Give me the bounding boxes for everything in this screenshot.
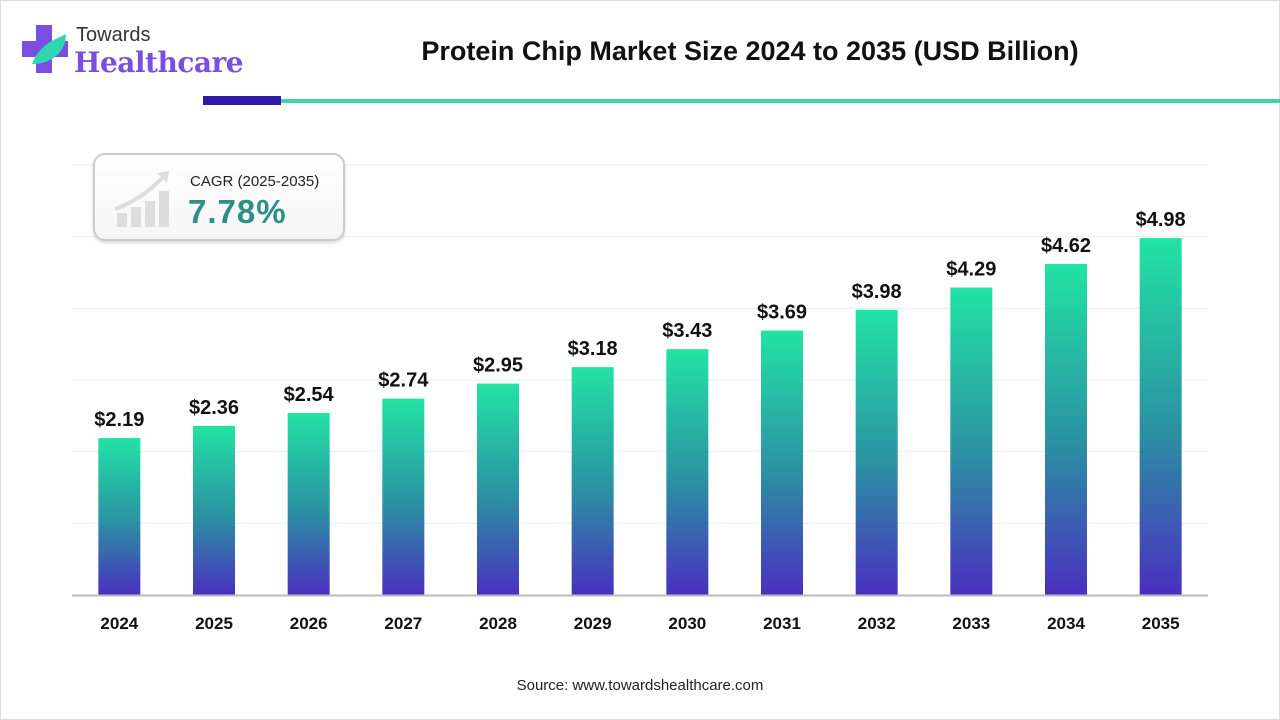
chart-title: Protein Chip Market Size 2024 to 2035 (U… (421, 36, 1079, 66)
data-label-2024: $2.19 (94, 409, 144, 431)
x-tick-label-2029: 2029 (574, 614, 612, 633)
cagr-value: 7.78% (188, 193, 287, 230)
cagr-box: CAGR (2025-2035) 7.78% (93, 153, 345, 241)
bar-2024 (98, 438, 141, 595)
source-text: Source: www.towardshealthcare.com (516, 677, 764, 694)
x-tick-label-2027: 2027 (384, 614, 422, 633)
data-label-2025: $2.36 (189, 397, 239, 419)
data-label-2029: $3.18 (568, 338, 618, 360)
bar-2032 (855, 309, 898, 595)
data-label-2026: $2.54 (284, 384, 335, 406)
medical-cross-leaf-icon (22, 25, 68, 73)
bar-2030 (666, 349, 709, 595)
data-label-2027: $2.74 (378, 370, 429, 392)
data-label-2032: $3.98 (852, 281, 902, 303)
x-tick-label-2025: 2025 (195, 614, 233, 633)
title-underline-green (281, 99, 1280, 103)
bar-2026 (287, 412, 330, 595)
x-tick-label-2031: 2031 (763, 614, 801, 633)
data-label-2028: $2.95 (473, 355, 523, 377)
x-tick-label-2035: 2035 (1142, 614, 1180, 633)
data-label-2031: $3.69 (757, 302, 807, 324)
logo-text-towards: Towards (76, 24, 151, 46)
data-label-2030: $3.43 (662, 320, 712, 342)
data-label-2035: $4.98 (1136, 209, 1186, 231)
bar-2035 (1139, 238, 1182, 595)
bar-2034 (1045, 263, 1087, 595)
bar-2031 (761, 330, 803, 595)
bar-2027 (382, 398, 425, 595)
bar-2029 (571, 367, 614, 595)
logo: Towards Healthcare (22, 22, 244, 82)
x-tick-label-2026: 2026 (290, 614, 328, 633)
data-label-2033: $4.29 (946, 259, 996, 281)
bar-2028 (477, 383, 519, 595)
x-tick-label-2032: 2032 (858, 614, 896, 633)
bar-2025 (193, 425, 235, 595)
x-tick-label-2034: 2034 (1047, 614, 1085, 633)
data-label-2034: $4.62 (1041, 235, 1091, 257)
x-tick-label-2024: 2024 (100, 614, 138, 633)
logo-text-healthcare: Healthcare (74, 46, 244, 79)
growth-chart-arrow-icon (114, 171, 169, 227)
title-underline-dark (203, 96, 281, 105)
bar-2033 (950, 287, 993, 595)
x-tick-label-2033: 2033 (952, 614, 990, 633)
cagr-label: CAGR (2025-2035) (190, 173, 320, 190)
x-tick-label-2028: 2028 (479, 614, 517, 633)
x-tick-label-2030: 2030 (668, 614, 706, 633)
